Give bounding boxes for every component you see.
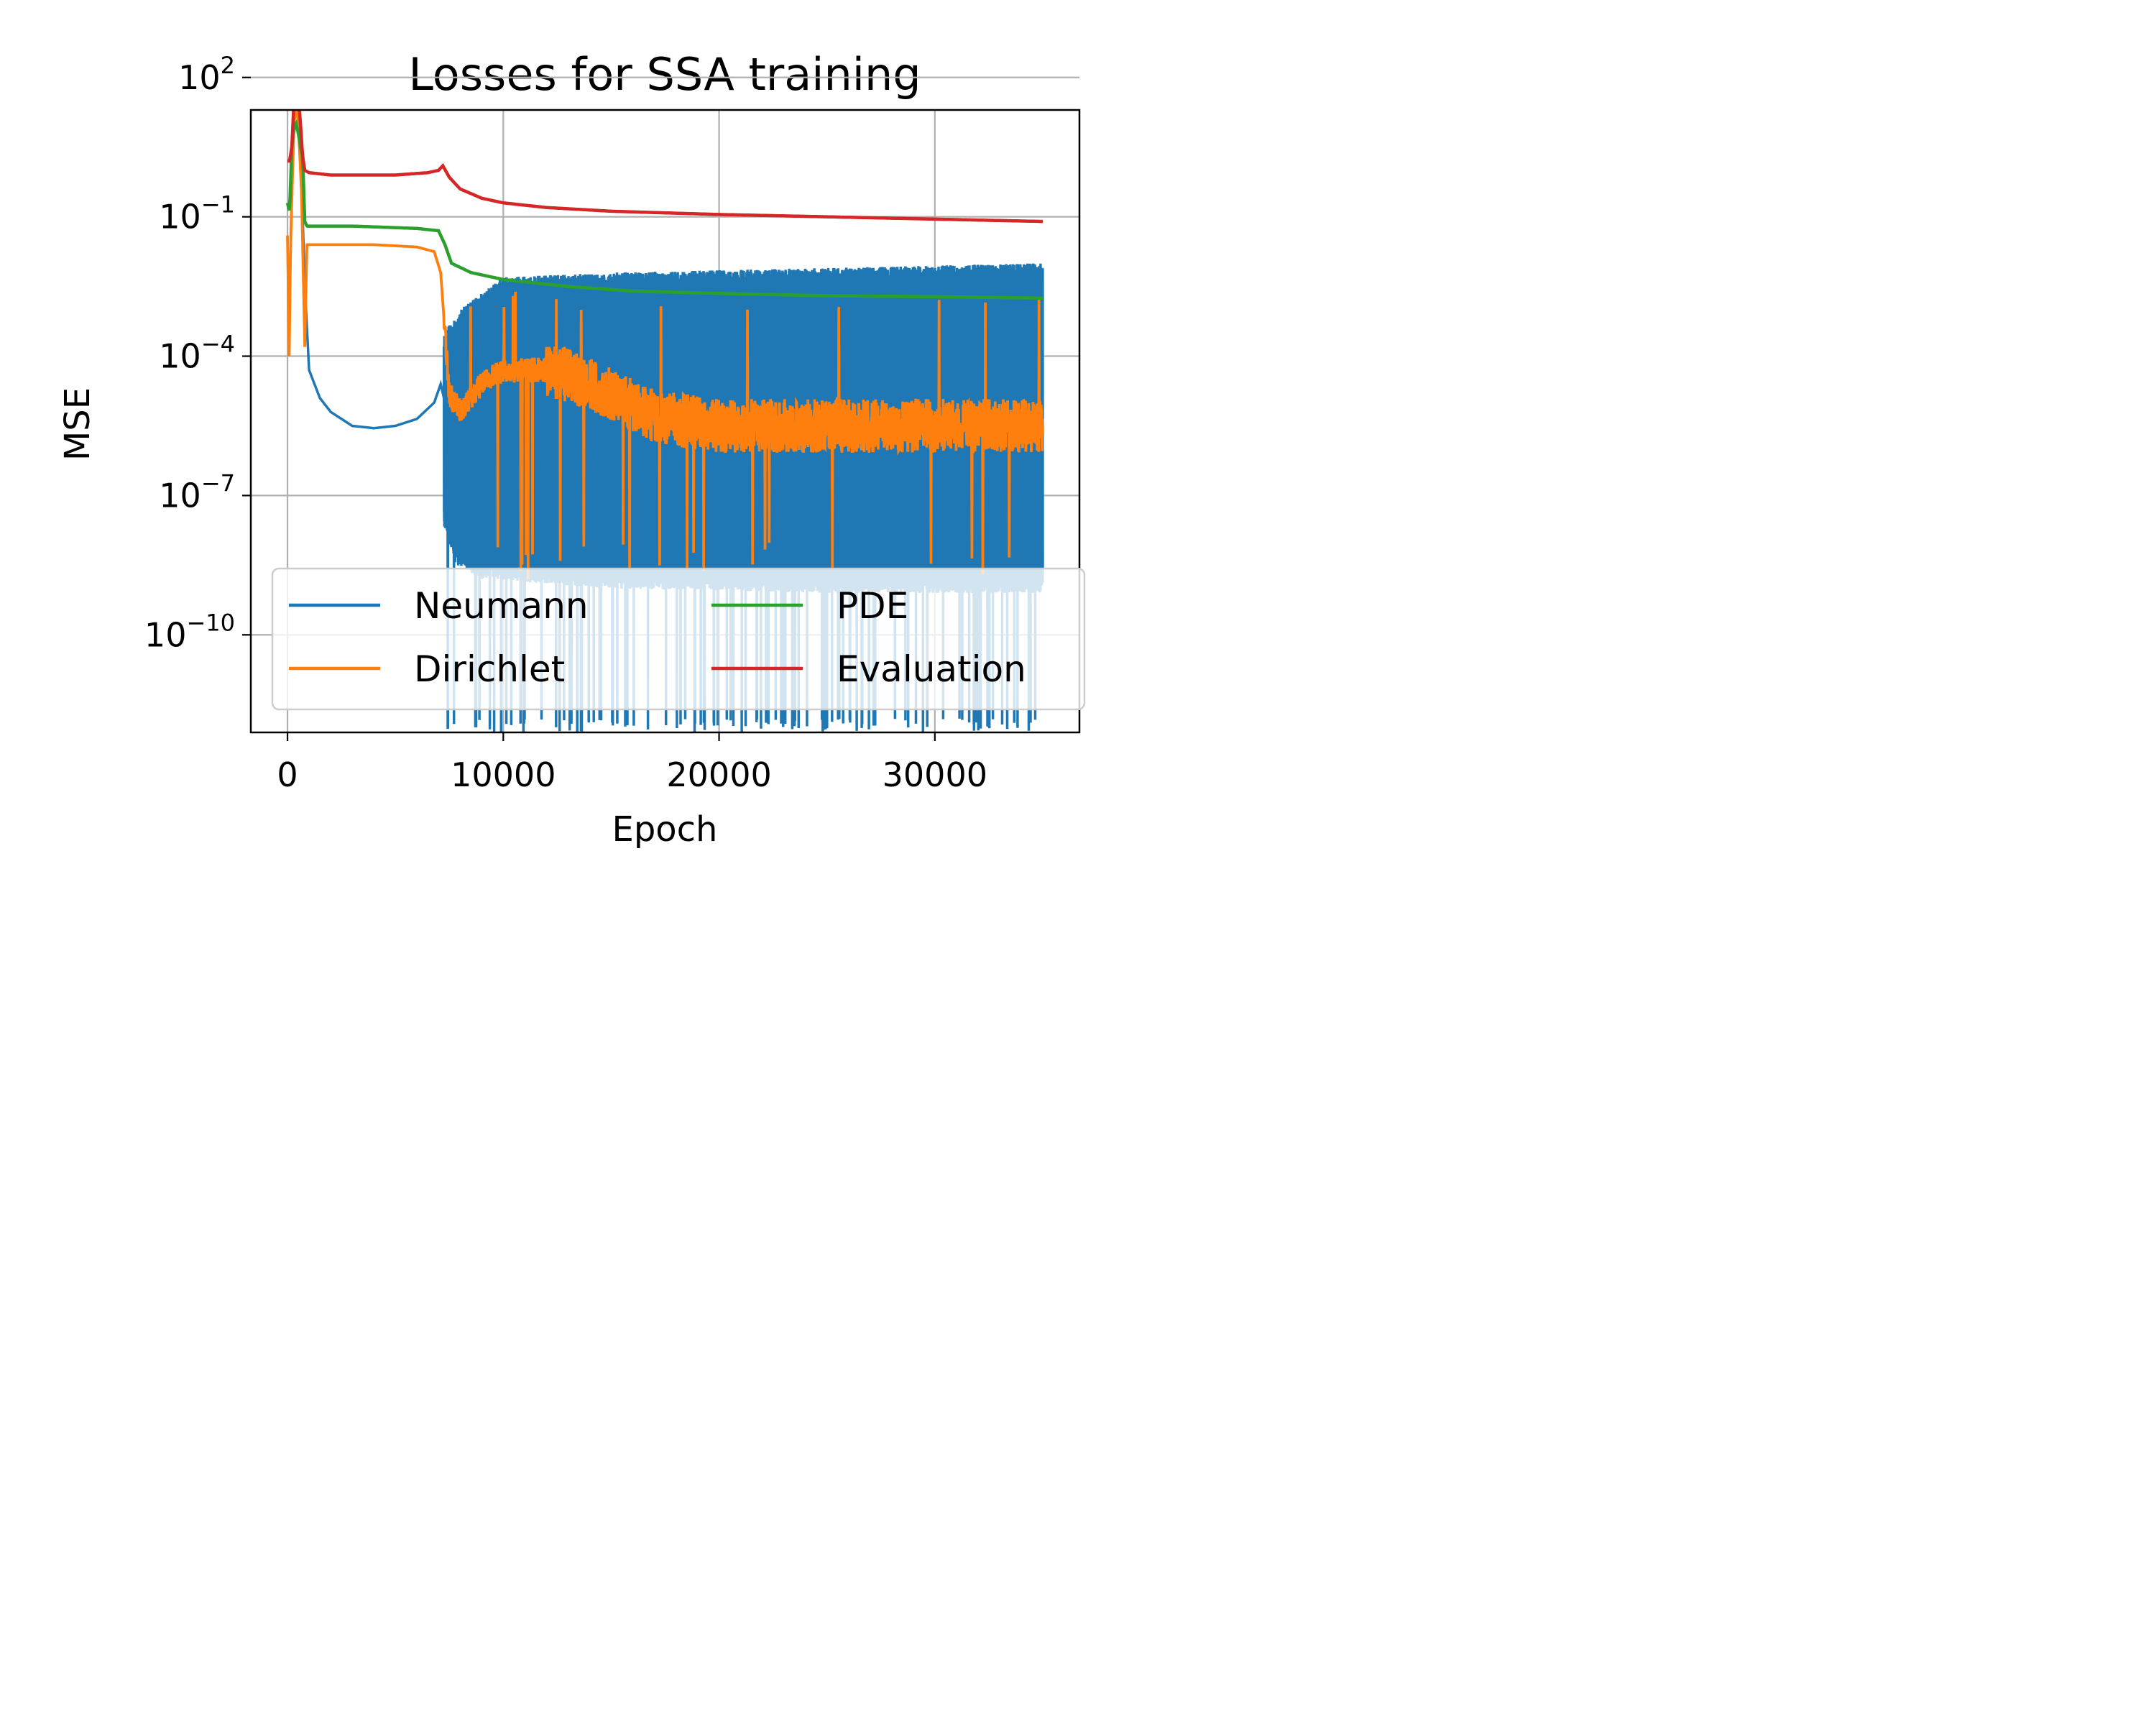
y-tick-label: 102 <box>178 52 235 97</box>
legend-box <box>271 567 1086 711</box>
y-tick-base: 10 <box>178 58 221 97</box>
y-tick-exponent: −1 <box>201 191 235 218</box>
x-tick-label: 0 <box>277 755 298 794</box>
legend-label-evaluation: Evaluation <box>837 648 1026 690</box>
legend-label-pde: PDE <box>837 585 908 627</box>
y-tick-exponent: −4 <box>201 331 235 358</box>
y-tick-label: 10−10 <box>144 609 235 654</box>
series-line-dirichlet <box>286 110 1044 579</box>
x-axis-label: Epoch <box>612 809 718 850</box>
series-line-evaluation <box>287 110 1043 224</box>
y-tick-exponent: −7 <box>201 469 235 497</box>
legend-label-dirichlet: Dirichlet <box>414 648 565 690</box>
y-tick-base: 10 <box>144 615 187 654</box>
series-line-pde <box>285 119 1043 300</box>
y-tick-label: 10−1 <box>159 191 235 236</box>
y-tick-exponent: 2 <box>221 52 235 79</box>
y-tick-base: 10 <box>159 198 201 236</box>
y-tick-base: 10 <box>159 337 201 376</box>
legend-label-neumann: Neumann <box>414 585 589 627</box>
loss-chart: Losses for SSA training 0 10000 20000 30000… <box>57 48 1086 850</box>
y-axis-label: MSE <box>57 387 98 461</box>
series-layer <box>285 110 1044 732</box>
plot-frame <box>249 109 1081 734</box>
x-tick-label: 10000 <box>451 755 556 794</box>
series-line-neumann <box>296 110 1044 732</box>
chart-title: Losses for SSA training <box>408 48 921 101</box>
x-tick-label: 30000 <box>883 755 987 794</box>
y-tick-base: 10 <box>159 476 201 515</box>
y-tick-label: 10−7 <box>159 469 235 515</box>
y-tick-label: 10−4 <box>159 331 235 376</box>
y-tick-exponent: −10 <box>186 609 235 636</box>
legend: Neumann Dirichlet PDE Evaluation <box>271 567 1086 711</box>
x-tick-label: 20000 <box>666 755 771 794</box>
